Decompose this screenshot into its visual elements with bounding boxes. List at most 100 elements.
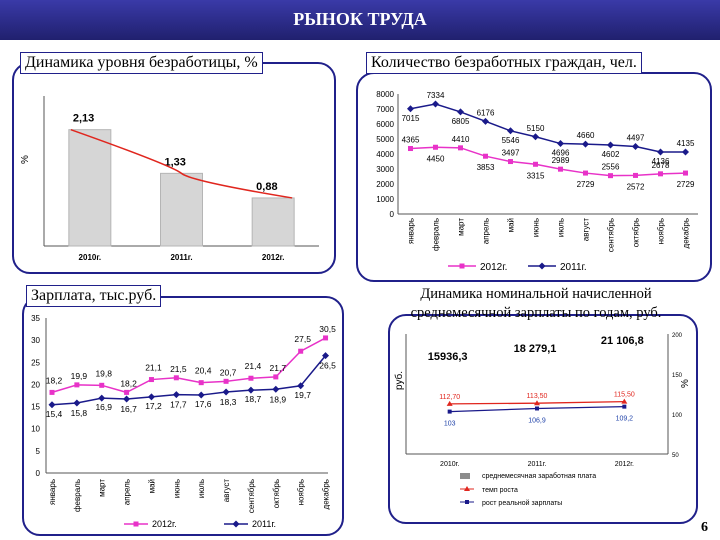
real-growth-point xyxy=(447,409,452,414)
month-label: август xyxy=(582,218,591,242)
data-label: 3315 xyxy=(527,171,545,180)
y-tick-label: 4000 xyxy=(376,150,394,159)
data-label: 30,5 xyxy=(319,324,336,334)
real-growth-label: 103 xyxy=(444,421,456,428)
month-label: февраль xyxy=(73,479,82,512)
data-label: 4410 xyxy=(452,135,470,144)
category-label: 2011г. xyxy=(528,461,547,468)
data-point xyxy=(507,127,514,135)
y-tick-label: 8000 xyxy=(376,90,394,99)
data-label: 21,4 xyxy=(245,361,262,371)
legend-marker xyxy=(459,263,465,269)
series-line xyxy=(410,103,686,153)
category-label: 2010г. xyxy=(79,253,102,262)
data-label: 21,5 xyxy=(170,364,187,374)
y-tick-label: 5 xyxy=(36,447,41,456)
panel-unemployed-count: 0 1000 2000 3000 4000 5000 6000 7000 8000 январь ф… xyxy=(356,72,712,282)
data-label: 19,9 xyxy=(71,371,88,381)
month-label: июнь xyxy=(532,218,541,237)
data-point xyxy=(683,170,688,176)
data-point xyxy=(632,143,639,151)
y-tick-label: 20 xyxy=(31,380,40,389)
data-point xyxy=(408,146,413,152)
y-tick-label: 0 xyxy=(36,469,41,478)
data-point xyxy=(172,391,180,399)
data-point xyxy=(582,140,589,148)
month-label: декабрь xyxy=(322,479,331,509)
data-label: 5150 xyxy=(527,124,545,133)
month-label: март xyxy=(457,218,466,236)
unemployed-count-title: Количество безработных граждан, чел. xyxy=(366,52,642,74)
bar-value-label: 18 279,1 xyxy=(514,343,557,355)
data-point xyxy=(608,173,613,179)
legend-label: рост реальной зарплаты xyxy=(482,499,562,507)
data-label: 4450 xyxy=(427,154,445,163)
data-label: 4497 xyxy=(627,134,645,143)
data-label: 18,3 xyxy=(220,397,237,407)
header-bar: РЫНОК ТРУДА xyxy=(0,0,720,40)
bar-value-label: 1,33 xyxy=(165,156,186,168)
data-point xyxy=(298,348,304,354)
month-label: июнь xyxy=(172,479,181,498)
y2-tick-label: 150 xyxy=(672,373,683,379)
month-label: январь xyxy=(407,218,416,244)
bar xyxy=(251,197,295,247)
month-label: март xyxy=(98,479,107,497)
y-tick-label: 15 xyxy=(31,403,40,412)
data-label: 2729 xyxy=(577,180,595,189)
series-line xyxy=(410,146,686,177)
data-point xyxy=(323,335,329,341)
legend-label: 2012г. xyxy=(152,519,177,529)
legend-marker xyxy=(133,521,139,527)
data-point xyxy=(682,148,689,156)
legend-label: 2011г. xyxy=(560,262,587,273)
data-label: 21,7 xyxy=(270,363,287,373)
data-point xyxy=(508,159,513,165)
data-point xyxy=(557,140,564,148)
page-number: 6 xyxy=(701,520,708,535)
panel-nominal-salary: руб.% 50 100 150 200 2010г. 2011г. 2012г. 15936,… xyxy=(388,314,698,524)
bar-value-label: 2,13 xyxy=(73,113,94,125)
data-point xyxy=(532,133,539,141)
data-label: 3853 xyxy=(477,163,495,172)
data-label: 17,6 xyxy=(195,399,212,409)
data-label: 19,7 xyxy=(294,390,311,400)
data-point xyxy=(49,389,55,395)
data-label: 4602 xyxy=(602,150,620,159)
data-label: 4136 xyxy=(652,157,670,166)
growth-rate-label: 112,70 xyxy=(439,394,460,401)
legend-marker xyxy=(465,500,469,504)
month-label: август xyxy=(222,479,231,503)
data-label: 2556 xyxy=(602,163,620,172)
data-point xyxy=(657,148,664,156)
data-point xyxy=(658,171,663,177)
data-label: 2729 xyxy=(677,180,695,189)
unemployment-rate-chart: % 2,13 2010г. 1,33 2011г. 0,88 2012г. xyxy=(20,96,319,262)
bar xyxy=(420,374,480,454)
data-label: 7334 xyxy=(427,91,445,100)
legend-label: 2011г. xyxy=(252,519,276,529)
legend-label: среднемесячная заработная плата xyxy=(482,472,596,480)
month-label: сентябрь xyxy=(607,218,616,252)
real-growth-point xyxy=(622,404,627,409)
data-point xyxy=(48,401,56,409)
month-label: октябрь xyxy=(632,218,641,247)
data-label: 27,5 xyxy=(294,334,311,344)
month-label: июль xyxy=(557,218,566,237)
data-point xyxy=(123,395,131,403)
data-point xyxy=(607,141,614,149)
data-label: 20,7 xyxy=(220,367,237,377)
data-label: 15,4 xyxy=(46,409,63,419)
data-point xyxy=(74,382,80,388)
y-tick-label: 1000 xyxy=(376,195,394,204)
data-point xyxy=(583,170,588,176)
category-label: 2011г. xyxy=(170,253,192,262)
unemployment-rate-title: Динамика уровня безработицы, % xyxy=(20,52,263,74)
bar xyxy=(68,129,112,247)
data-label: 6176 xyxy=(477,108,495,117)
bar xyxy=(160,172,203,247)
data-point xyxy=(197,391,205,399)
y-tick-label: 10 xyxy=(31,425,40,434)
y-tick-label: 7000 xyxy=(376,105,394,114)
data-point xyxy=(222,388,230,396)
